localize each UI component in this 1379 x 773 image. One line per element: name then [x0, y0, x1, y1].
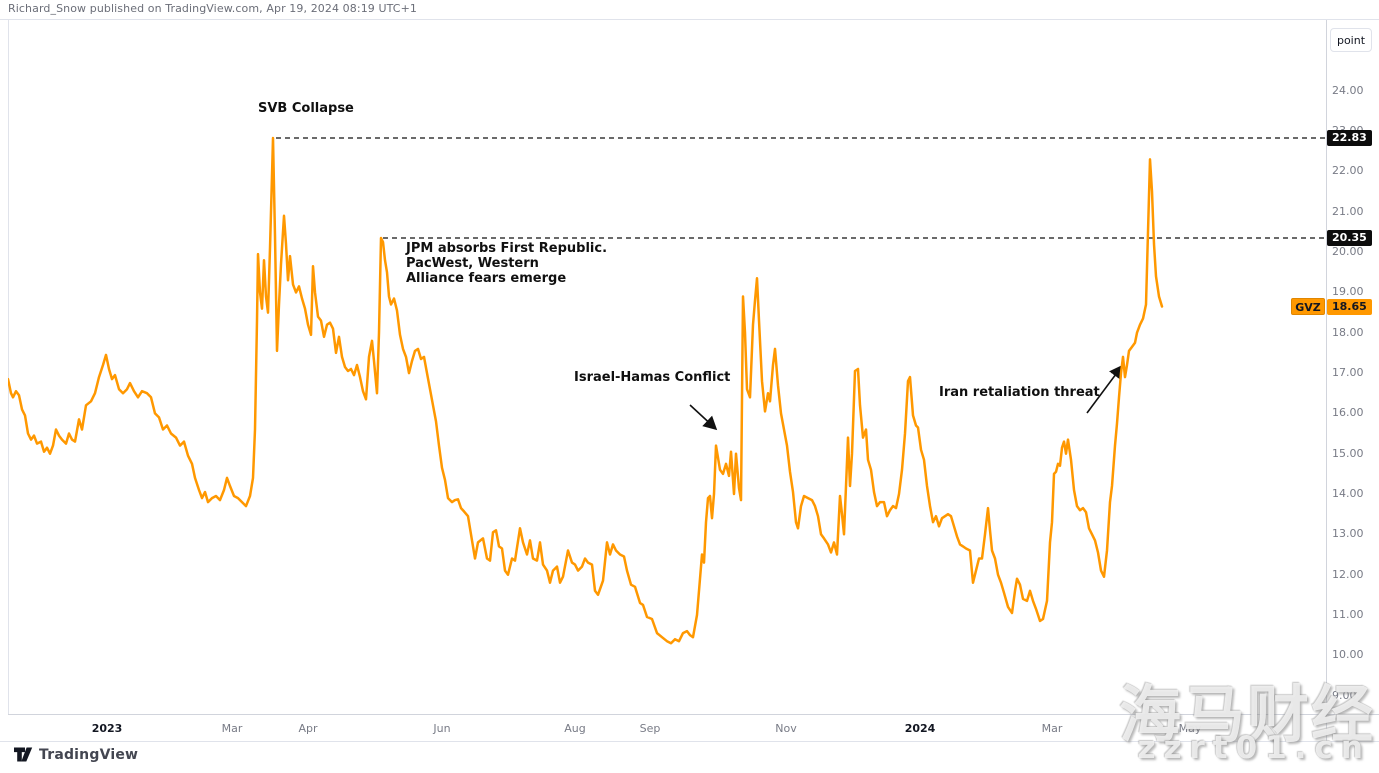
price-axis-label-14.00: 14.00: [1332, 487, 1364, 500]
price-axis-label-11.00: 11.00: [1332, 608, 1364, 621]
price-axis-label-17.00: 17.00: [1332, 366, 1364, 379]
price-axis-unit-button[interactable]: point: [1330, 28, 1372, 52]
price-badge-22.83: 22.83: [1327, 130, 1372, 146]
annotation-iran-retaliation: Iran retaliation threat: [939, 385, 1100, 400]
iran-retaliation-arrow: [1086, 364, 1123, 414]
price-axis-label-9.00: 9.00: [1332, 689, 1357, 702]
footer-separator: [0, 741, 1379, 742]
time-axis-label-May: May: [1178, 722, 1202, 735]
time-axis-line: [8, 714, 1379, 715]
price-axis-label-20.00: 20.00: [1332, 245, 1364, 258]
price-axis-label-22.00: 22.00: [1332, 164, 1364, 177]
price-axis-label-19.00: 19.00: [1332, 285, 1364, 298]
ticker-label-gvz: GVZ: [1291, 298, 1325, 315]
chart-canvas[interactable]: [8, 20, 1326, 714]
price-axis-label-18.00: 18.00: [1332, 326, 1364, 339]
publish-attribution: Richard_Snow published on TradingView.co…: [8, 2, 418, 15]
annotation-israel-hamas: Israel-Hamas Conflict: [574, 370, 731, 385]
time-axis-label-Nov: Nov: [775, 722, 797, 735]
price-axis-label-24.00: 24.00: [1332, 84, 1364, 97]
time-axis-label-Jun: Jun: [433, 722, 451, 735]
price-badge-18.65: 18.65: [1327, 299, 1372, 315]
tradingview-logo[interactable]: TradingView: [14, 746, 138, 763]
price-axis-label-21.00: 21.00: [1332, 205, 1364, 218]
time-axis-label-Aug: Aug: [564, 722, 586, 735]
time-axis-label-Sep: Sep: [639, 722, 661, 735]
annotation-jpm-line2: PacWest, Western: [406, 256, 539, 271]
tradingview-logo-text: TradingView: [39, 746, 139, 763]
annotation-jpm-first-republic: JPM absorbs First Republic. PacWest, Wes…: [406, 241, 607, 286]
plot-left-border: [8, 20, 9, 714]
price-axis-label-10.00: 10.00: [1332, 648, 1364, 661]
annotation-svb-collapse: SVB Collapse: [258, 101, 354, 116]
price-axis-label-15.00: 15.00: [1332, 447, 1364, 460]
price-axis-separator[interactable]: [1326, 20, 1327, 741]
price-badge-20.35: 20.35: [1327, 230, 1372, 246]
watermark-url-text: zzrt01.cn: [1137, 730, 1371, 766]
time-axis-label-2024: 2024: [904, 722, 936, 735]
time-axis-label-Apr: Apr: [298, 722, 318, 735]
tradingview-logo-icon: [14, 747, 33, 762]
israel-hamas-arrow: [689, 404, 718, 431]
price-axis-label-13.00: 13.00: [1332, 527, 1364, 540]
header-separator: [0, 19, 1379, 20]
price-axis-label-12.00: 12.00: [1332, 568, 1364, 581]
time-axis-label-2023: 2023: [91, 722, 123, 735]
time-axis-label-Mar: Mar: [1041, 722, 1063, 735]
annotation-jpm-line3: Alliance fears emerge: [406, 271, 567, 286]
annotation-jpm-line1: JPM absorbs First Republic.: [406, 241, 608, 256]
time-axis-label-Mar: Mar: [221, 722, 243, 735]
gvz-price-line[interactable]: [8, 136, 1164, 645]
price-axis-label-16.00: 16.00: [1332, 406, 1364, 419]
